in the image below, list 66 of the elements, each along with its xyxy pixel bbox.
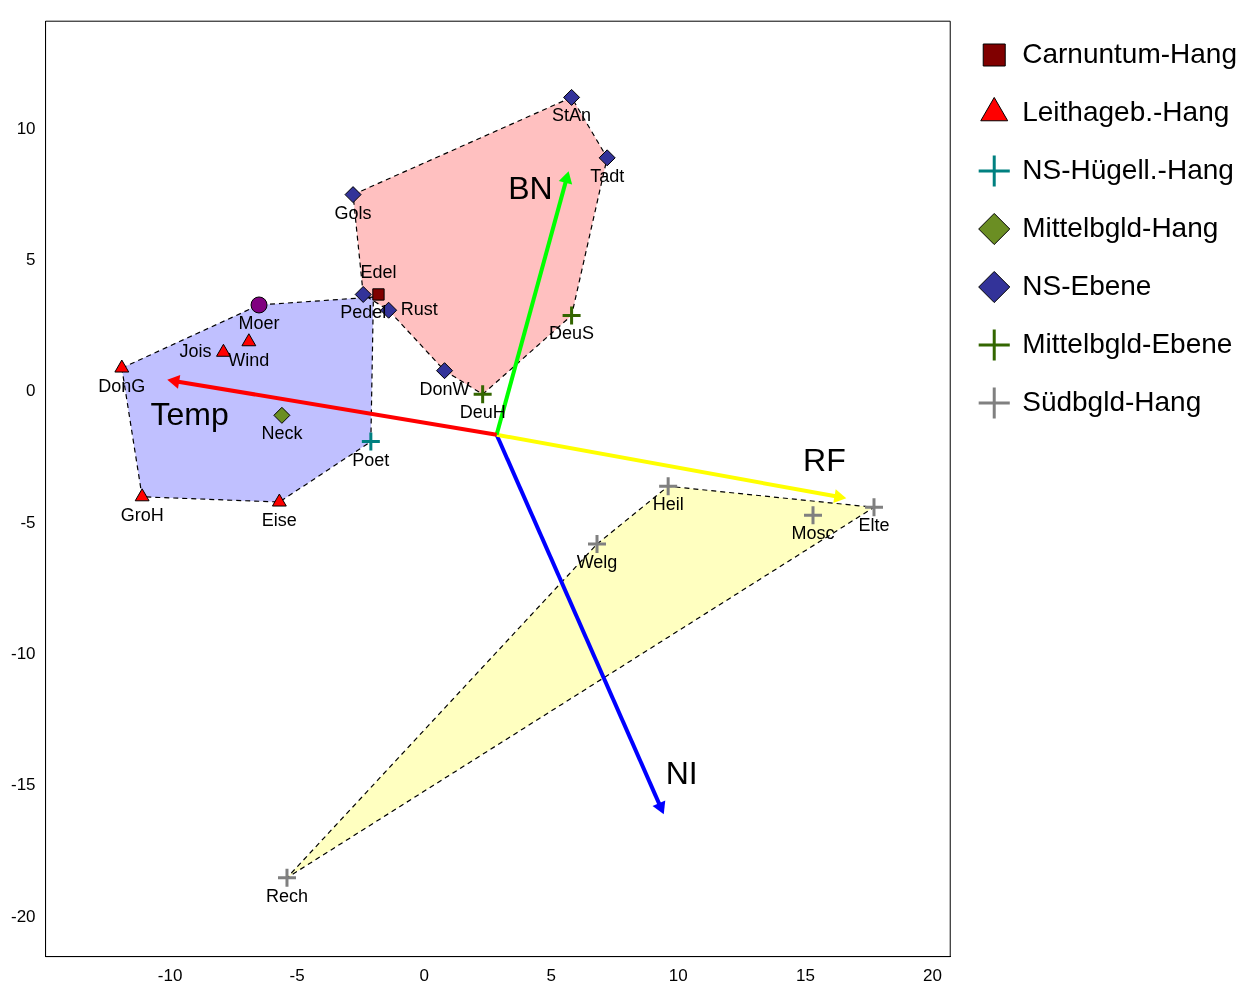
annotation: DonW — [419, 378, 470, 399]
annotation: Moer — [238, 312, 280, 333]
annotation: Gols — [334, 202, 372, 223]
y-tick-label: -20 — [10, 906, 36, 926]
y-tick-label: 10 — [16, 118, 36, 138]
annotation: Rust — [400, 299, 438, 320]
point — [436, 362, 454, 380]
x-tick-label: -5 — [289, 966, 305, 986]
point — [344, 186, 362, 204]
point — [354, 285, 372, 303]
annotation: Edel — [360, 262, 397, 283]
annotation: Tadt — [590, 165, 625, 186]
legend-label: Carnuntum-Hang — [1022, 37, 1238, 69]
point — [134, 488, 150, 502]
point — [657, 475, 679, 497]
annotation: Neck — [261, 423, 304, 444]
point — [598, 149, 616, 167]
x-tick-label: 0 — [419, 966, 429, 986]
annotation: Eise — [261, 510, 297, 531]
point — [563, 88, 581, 106]
annotation: GroH — [120, 504, 164, 525]
annotation: Mosc — [791, 523, 835, 544]
annotation: Jois — [179, 341, 212, 362]
annotation: Rech — [265, 885, 308, 906]
point — [360, 431, 382, 453]
point — [241, 333, 257, 347]
point — [114, 359, 130, 373]
point — [276, 867, 298, 889]
annotation: Elte — [858, 515, 890, 536]
x-tick-label: 5 — [546, 966, 556, 986]
annotation: Welg — [576, 552, 618, 573]
annotation: DeuS — [549, 323, 595, 344]
point — [586, 533, 608, 555]
legend-label: Mittelbgld-Ebene — [1022, 327, 1233, 359]
legend-label: NS-Ebene — [1022, 269, 1152, 301]
annotation: Pedel — [340, 302, 387, 323]
x-tick-label: 15 — [795, 966, 815, 986]
series-label: RF — [803, 441, 846, 478]
point — [273, 406, 291, 424]
y-tick-label: -5 — [20, 512, 36, 532]
point — [802, 504, 824, 526]
annotation: StAn — [552, 105, 592, 126]
point — [472, 383, 494, 405]
legend-label: Leithageb.-Hang — [1022, 95, 1230, 127]
series-label: Temp — [150, 395, 229, 432]
point — [561, 304, 583, 326]
point — [271, 493, 287, 507]
point — [372, 288, 385, 301]
point — [863, 496, 885, 518]
x-tick-label: -10 — [157, 966, 183, 986]
legend-label: Südbgld-Hang — [1022, 385, 1202, 417]
y-tick-label: -15 — [10, 775, 36, 795]
x-tick-label: 20 — [922, 966, 942, 986]
annotation: Poet — [352, 449, 390, 470]
legend-label: NS-Hügell.-Hang — [1022, 153, 1234, 185]
y-tick-label: -10 — [10, 644, 36, 664]
annotation: Heil — [652, 494, 684, 515]
annotation: DonG — [98, 376, 146, 396]
legend-label: Mittelbgld-Hang — [1022, 211, 1219, 243]
y-tick-label: 0 — [26, 381, 36, 401]
series-label: BN — [508, 169, 553, 206]
annotation: Wind — [228, 349, 270, 370]
y-tick-label: 5 — [26, 249, 36, 269]
point — [250, 296, 268, 314]
series-label: NI — [665, 755, 698, 792]
x-tick-label: 10 — [668, 966, 688, 986]
